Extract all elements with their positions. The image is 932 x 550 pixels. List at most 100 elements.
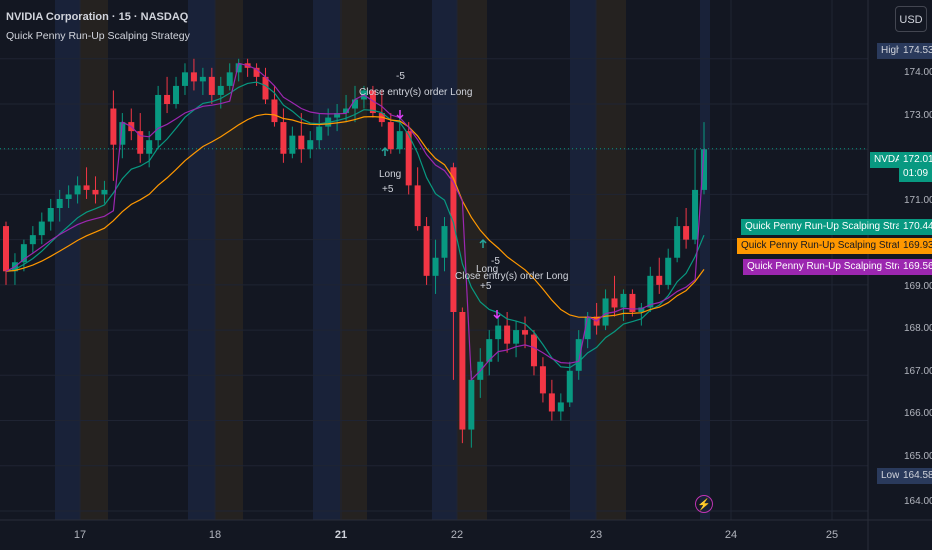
price-tick: 173.00 — [904, 110, 932, 121]
time-tick: 21 — [334, 529, 348, 541]
vwap-label: Quick Penny Run-Up Scalping Strategy:VWA… — [743, 259, 932, 275]
candle-body — [530, 334, 537, 367]
candle-body — [83, 185, 90, 190]
candle-body — [181, 72, 188, 86]
candle-body — [262, 76, 269, 100]
price-tick: 171.00 — [904, 195, 932, 206]
candle-body — [343, 108, 350, 114]
candle-body — [352, 99, 358, 109]
candle-body — [620, 293, 627, 308]
signal-arrowhead — [493, 314, 501, 320]
session-band — [700, 0, 710, 520]
time-tick: 23 — [589, 529, 603, 541]
price-tick: 174.00 — [904, 67, 932, 78]
candle-body — [423, 226, 430, 276]
candle-body — [146, 140, 153, 154]
price-tick: 169.00 — [904, 281, 932, 292]
high-tag-value: 174.53 — [899, 43, 932, 59]
candle-body — [405, 131, 412, 186]
price-tick: 165.00 — [904, 451, 932, 462]
long-signal-label: Long — [476, 264, 499, 275]
ema21-label: Quick Penny Run-Up Scalping Strategy:EMA… — [737, 238, 932, 254]
candle-body — [38, 221, 45, 236]
candle-body — [522, 330, 529, 335]
price-tick: 166.00 — [904, 408, 932, 419]
candle-body — [575, 339, 582, 371]
candle-body — [566, 370, 573, 403]
candle-body — [459, 312, 466, 430]
time-tick: 17 — [73, 529, 87, 541]
candle-body — [280, 122, 287, 154]
candle-body — [74, 185, 81, 195]
close-signal-qty: -5 — [491, 256, 500, 267]
low-tag-value: 164.58 — [899, 468, 932, 484]
candle-body — [504, 325, 511, 344]
time-tick: 25 — [825, 529, 839, 541]
candle-body — [235, 63, 242, 73]
candle-body — [557, 402, 564, 412]
candle-body — [289, 135, 296, 154]
lightning-icon[interactable]: ⚡ — [695, 495, 713, 513]
candle-body — [190, 72, 197, 82]
strategy-title[interactable]: Quick Penny Run-Up Scalping Strategy — [6, 30, 190, 42]
candle-body — [387, 122, 394, 150]
long-signal-qty: +5 — [382, 184, 394, 195]
candle-body — [450, 167, 457, 312]
candle-body — [316, 126, 323, 141]
signal-arrowhead — [396, 114, 404, 120]
candle-body — [307, 140, 314, 150]
candle-body — [253, 67, 260, 77]
candle-body — [119, 122, 126, 145]
candle-body — [65, 194, 72, 199]
session-band — [55, 0, 80, 520]
price-tick: 164.00 — [904, 496, 932, 507]
candle-body — [638, 307, 645, 312]
candle-body — [334, 113, 341, 118]
symbol-title[interactable]: NVIDIA Corporation · 15 · NASDAQ — [6, 11, 189, 23]
ema21-value: 169.93 — [899, 238, 932, 254]
close-signal-label: Close entry(s) order Long — [359, 87, 473, 98]
candle-body — [3, 226, 9, 272]
candle-body — [683, 226, 690, 240]
candle-body — [548, 393, 555, 412]
candle-body — [611, 298, 618, 308]
candle-body — [396, 131, 403, 150]
candle-body — [629, 293, 636, 312]
candle-body — [441, 226, 448, 258]
symbol-tag: NVDA — [870, 152, 906, 168]
ema9-value: 170.44 — [899, 219, 932, 235]
close-signal-qty: -5 — [396, 71, 405, 82]
session-band — [596, 0, 626, 520]
candle-body — [298, 135, 305, 150]
candle-body — [701, 149, 707, 190]
session-band — [570, 0, 596, 520]
price-tick: 168.00 — [904, 323, 932, 334]
price-tick: 167.00 — [904, 366, 932, 377]
candle-body — [92, 189, 99, 195]
long-signal-label: Long — [379, 169, 402, 180]
candle-body — [665, 257, 672, 285]
candle-body — [217, 85, 224, 95]
last-price-tag: 172.01 — [899, 152, 932, 168]
time-tick: 18 — [208, 529, 222, 541]
low-tag-label: Low — [877, 468, 904, 484]
candle-body — [56, 198, 63, 208]
candle-body — [137, 131, 144, 154]
candle-body — [602, 298, 609, 326]
close-signal-label: Close entry(s) order Long — [455, 271, 569, 282]
time-tick: 22 — [450, 529, 464, 541]
candle-body — [495, 325, 502, 340]
session-band — [80, 0, 108, 520]
candle-body — [101, 189, 108, 195]
candle-body — [155, 94, 162, 141]
candle-body — [369, 90, 376, 114]
candle-body — [432, 257, 439, 276]
currency-button[interactable]: USD — [895, 6, 927, 32]
candle-body — [647, 275, 654, 308]
session-band — [340, 0, 367, 520]
vwap-value: 169.56 — [899, 259, 932, 275]
signal-arrowhead — [381, 146, 389, 152]
candle-body — [29, 235, 36, 245]
candle-body — [271, 99, 278, 123]
